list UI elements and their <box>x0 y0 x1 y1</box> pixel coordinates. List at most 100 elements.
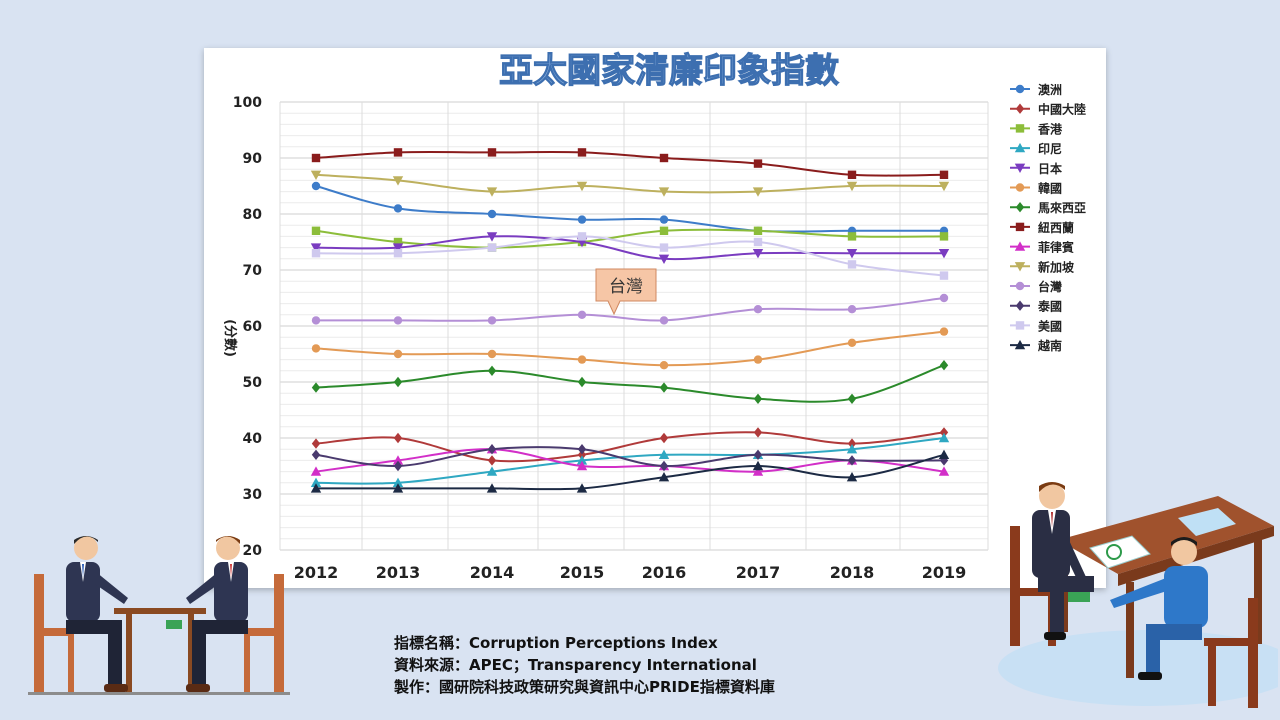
legend-label: 泰國 <box>1037 299 1062 314</box>
data-point <box>311 449 321 460</box>
cpi-line-chart: 亞太國家清廉印象指數 20 30 40 50 60 70 80 90 100 2012 2013 201… <box>222 50 1086 582</box>
series-7 <box>311 360 949 404</box>
legend-label: 台灣 <box>1038 279 1062 294</box>
y-tick-label: 70 <box>243 263 263 279</box>
series-11 <box>311 293 949 325</box>
data-point <box>393 460 403 472</box>
data-point <box>752 460 764 471</box>
legend-marker <box>1014 163 1026 173</box>
legend-marker <box>1015 202 1025 213</box>
legend-marker <box>1014 241 1026 251</box>
right-bribery-illustration <box>998 482 1278 708</box>
legend-marker <box>1014 142 1026 153</box>
data-point <box>393 349 403 359</box>
data-point <box>487 455 497 466</box>
data-source-line: 資料來源：APEC；Transparency International <box>394 656 757 674</box>
data-point <box>938 432 950 443</box>
series-line <box>315 185 944 233</box>
indicator-name-line: 指標名稱：Corruption Perceptions Index <box>394 634 718 652</box>
data-point <box>753 159 763 168</box>
y-tick-label: 80 <box>243 207 263 223</box>
data-point <box>487 209 497 219</box>
series-13 <box>311 232 949 280</box>
data-point <box>487 148 497 157</box>
data-point <box>311 249 321 258</box>
data-point <box>659 153 669 163</box>
data-point <box>659 316 669 325</box>
series-2 <box>311 427 949 466</box>
data-point <box>577 376 587 388</box>
y-tick-label: 30 <box>243 487 263 503</box>
producer-line: 製作：國研院科技政策研究與資訊中心PRIDE指標資料庫 <box>394 678 775 696</box>
data-point <box>577 215 587 224</box>
data-point <box>392 477 404 487</box>
data-point <box>486 466 498 476</box>
data-point <box>847 393 857 404</box>
y-axis-label: (分數) <box>222 319 238 357</box>
data-point <box>752 187 764 197</box>
data-point <box>846 249 858 259</box>
data-point <box>311 153 321 163</box>
legend-label: 菲律賓 <box>1038 240 1074 255</box>
data-point <box>393 204 403 213</box>
data-point <box>310 466 322 476</box>
y-tick-label: 20 <box>243 543 263 559</box>
legend-item: 印尼 <box>1010 142 1062 156</box>
x-tick-label: 2015 <box>560 563 605 582</box>
legend-marker <box>1015 124 1025 133</box>
data-point <box>753 305 763 314</box>
legend-label: 澳洲 <box>1038 82 1062 97</box>
data-point <box>392 455 404 465</box>
data-point <box>753 449 763 460</box>
legend-marker <box>1014 262 1026 272</box>
data-point <box>659 215 669 224</box>
legend-label: 印尼 <box>1038 142 1062 156</box>
data-point <box>939 327 949 336</box>
x-tick-label: 2017 <box>736 563 781 582</box>
data-point <box>846 181 858 192</box>
data-point <box>847 338 857 347</box>
legend-item: 泰國 <box>1010 299 1062 314</box>
data-point <box>577 449 587 460</box>
data-point <box>847 232 857 241</box>
data-point <box>392 176 404 186</box>
data-point <box>659 361 669 370</box>
data-point <box>393 249 403 258</box>
legend-item: 越南 <box>1010 338 1062 353</box>
data-point <box>487 444 497 455</box>
series-line <box>315 228 945 249</box>
data-point <box>311 226 321 235</box>
data-point <box>577 444 587 455</box>
data-point <box>658 449 670 459</box>
legend-label: 越南 <box>1037 338 1062 353</box>
data-point <box>939 232 949 241</box>
legend-label: 香港 <box>1037 121 1063 136</box>
legend-item: 菲律賓 <box>1010 240 1074 255</box>
data-point <box>310 477 322 487</box>
legend-label: 中國大陸 <box>1038 102 1086 117</box>
data-point <box>487 349 497 359</box>
data-point <box>938 449 950 459</box>
data-point <box>752 466 764 476</box>
data-point <box>659 226 669 235</box>
data-point <box>659 460 669 472</box>
data-point <box>576 455 588 465</box>
legend-item: 馬來西亞 <box>1010 200 1086 215</box>
data-point <box>311 316 321 325</box>
data-point <box>393 376 403 388</box>
series-line <box>315 330 945 367</box>
legend-marker <box>1015 321 1025 330</box>
data-point <box>310 170 322 180</box>
data-point <box>311 438 321 449</box>
legend-marker <box>1015 183 1025 192</box>
data-point <box>577 355 587 364</box>
data-point <box>847 438 857 449</box>
legend-marker <box>1014 339 1026 350</box>
data-point <box>392 483 404 493</box>
x-tick-label: 2016 <box>642 563 687 582</box>
data-point <box>311 382 321 393</box>
legend-marker <box>1015 222 1025 232</box>
legend-marker <box>1015 300 1025 311</box>
data-point <box>938 466 950 476</box>
chart-title: 亞太國家清廉印象指數 <box>499 51 839 91</box>
